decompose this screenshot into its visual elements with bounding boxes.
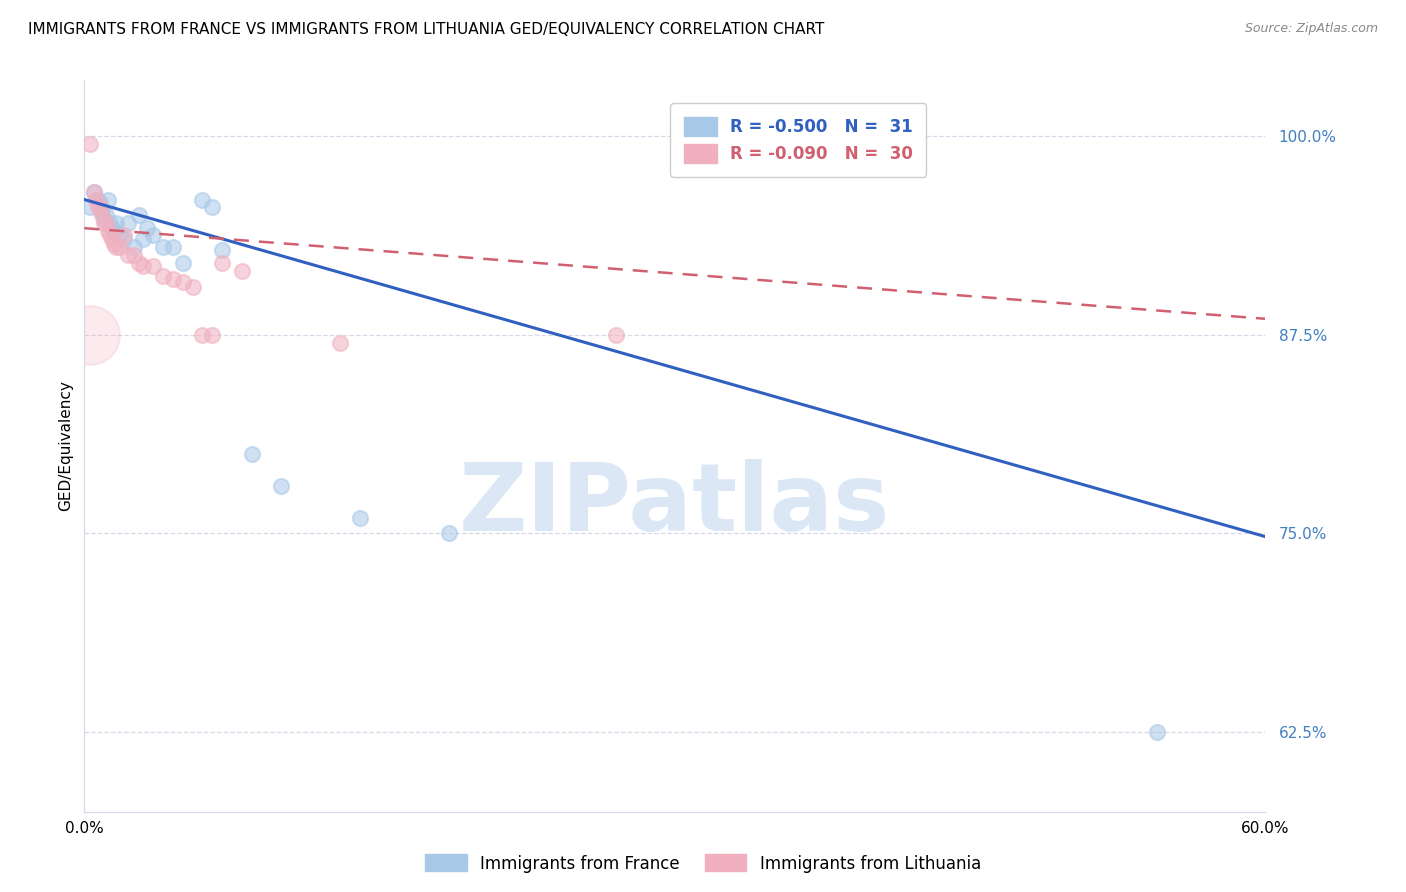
Point xyxy=(101,221,124,235)
Point xyxy=(128,209,150,223)
Point xyxy=(98,216,121,230)
Point xyxy=(437,526,460,541)
Point xyxy=(191,193,214,207)
Point xyxy=(181,280,204,294)
Point xyxy=(117,248,139,262)
Point xyxy=(1146,725,1168,739)
Point xyxy=(94,216,117,230)
Point xyxy=(122,240,145,254)
Point xyxy=(83,185,105,199)
Point xyxy=(103,224,125,238)
Point xyxy=(104,216,127,230)
Point xyxy=(231,264,253,278)
Point xyxy=(98,227,121,242)
Point xyxy=(112,227,135,242)
Point xyxy=(172,275,194,289)
Y-axis label: GED/Equivalency: GED/Equivalency xyxy=(58,381,73,511)
Point xyxy=(211,244,233,258)
Point xyxy=(94,209,117,223)
Point xyxy=(108,227,131,242)
Point xyxy=(162,272,184,286)
Point xyxy=(152,268,174,283)
Point xyxy=(117,216,139,230)
Point xyxy=(101,232,124,246)
Point xyxy=(172,256,194,270)
Point xyxy=(93,216,115,230)
Point xyxy=(91,205,114,219)
Text: IMMIGRANTS FROM FRANCE VS IMMIGRANTS FROM LITHUANIA GED/EQUIVALENCY CORRELATION : IMMIGRANTS FROM FRANCE VS IMMIGRANTS FRO… xyxy=(28,22,824,37)
Text: ZIPatlas: ZIPatlas xyxy=(460,458,890,550)
Point xyxy=(349,510,371,524)
Point xyxy=(201,201,224,215)
Point xyxy=(128,256,150,270)
Point xyxy=(270,479,292,493)
Point xyxy=(79,327,101,342)
Point xyxy=(152,240,174,254)
Point xyxy=(136,221,159,235)
Point xyxy=(79,136,101,151)
Point xyxy=(605,327,627,342)
Point xyxy=(104,240,127,254)
Point xyxy=(97,193,120,207)
Point xyxy=(201,327,224,342)
Point xyxy=(93,211,115,226)
Point xyxy=(132,260,155,274)
Legend: Immigrants from France, Immigrants from Lithuania: Immigrants from France, Immigrants from … xyxy=(419,847,987,880)
Point xyxy=(79,201,101,215)
Point xyxy=(329,335,352,350)
Text: Source: ZipAtlas.com: Source: ZipAtlas.com xyxy=(1244,22,1378,36)
Point xyxy=(103,237,125,252)
Legend: R = -0.500   N =  31, R = -0.090   N =  30: R = -0.500 N = 31, R = -0.090 N = 30 xyxy=(671,103,927,177)
Point xyxy=(211,256,233,270)
Point xyxy=(87,193,110,207)
Point xyxy=(89,201,111,215)
Point xyxy=(89,195,111,210)
Point xyxy=(240,447,263,461)
Point xyxy=(142,260,165,274)
Point xyxy=(142,227,165,242)
Point xyxy=(97,224,120,238)
Point xyxy=(87,201,110,215)
Point xyxy=(108,240,131,254)
Point xyxy=(91,209,114,223)
Point xyxy=(84,193,107,207)
Point xyxy=(83,185,105,199)
Point xyxy=(122,248,145,262)
Point xyxy=(191,327,214,342)
Point xyxy=(132,232,155,246)
Point xyxy=(162,240,184,254)
Point xyxy=(112,232,135,246)
